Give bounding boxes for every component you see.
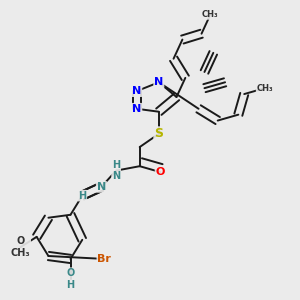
Text: O: O (156, 167, 165, 177)
Text: CH₃: CH₃ (202, 10, 219, 19)
Text: N: N (132, 104, 141, 114)
Text: O
CH₃: O CH₃ (11, 236, 30, 258)
Text: N: N (154, 77, 164, 87)
Text: H
N: H N (112, 160, 120, 182)
Text: CH₃: CH₃ (256, 84, 273, 93)
Text: H: H (78, 190, 86, 201)
Text: N: N (97, 182, 106, 192)
Text: N: N (132, 86, 141, 96)
Text: S: S (154, 127, 163, 140)
Text: O
H: O H (66, 268, 75, 290)
Text: Br: Br (98, 254, 111, 264)
